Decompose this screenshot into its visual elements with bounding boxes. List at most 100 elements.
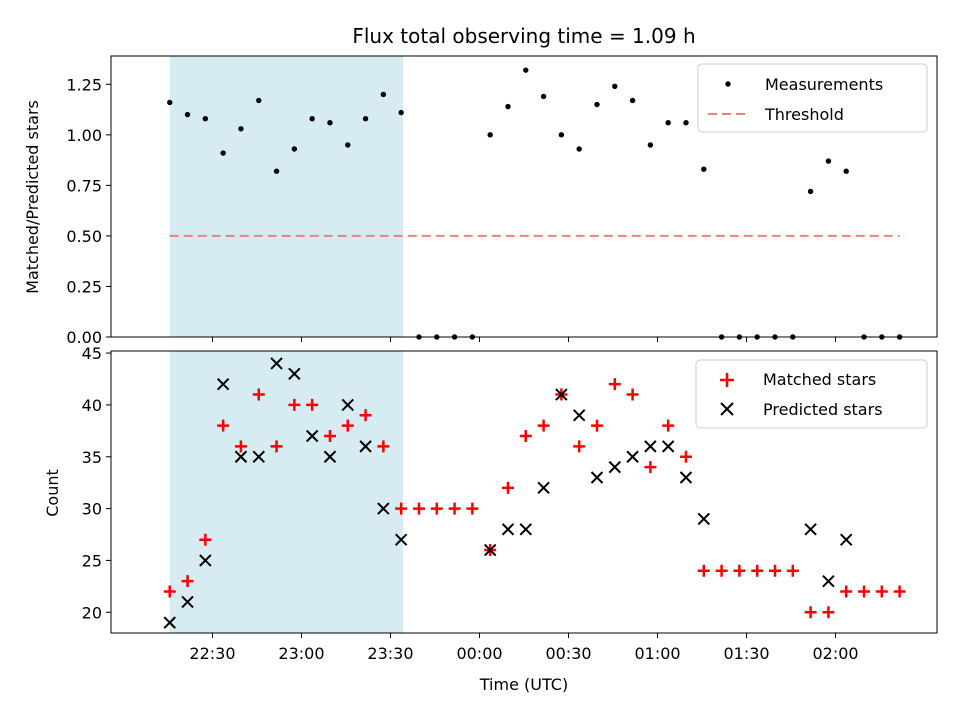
matched-star-point — [181, 575, 194, 588]
matched-star-point — [608, 378, 621, 391]
matched-star-point — [644, 461, 657, 474]
matched-star-point — [858, 585, 871, 598]
measurement-point — [576, 146, 582, 152]
matched-star-point — [501, 481, 514, 494]
legend-measurement-marker — [725, 81, 731, 87]
bottom-axis-ticks: 20 25 30 35 40 45 22:30 23:00 23:30 00:00 00:30 01:… — [82, 344, 859, 663]
measurement-point — [594, 101, 600, 108]
matched-star-point — [537, 419, 550, 432]
matched-star-point — [573, 440, 586, 453]
legend-measurements-label: Measurements — [765, 75, 883, 94]
matched-star-point — [306, 398, 319, 411]
matched-star-point — [822, 606, 835, 619]
bottom-ytick-label: 40 — [82, 396, 102, 415]
bottom-xtick-label: 02:00 — [812, 644, 858, 663]
measurement-point — [629, 97, 636, 104]
matched-star-point — [751, 564, 764, 577]
measurement-point — [220, 150, 226, 156]
matched-star-point — [697, 564, 710, 577]
matched-star-point — [679, 450, 692, 463]
predicted-star-point — [661, 440, 675, 453]
predicted-star-point — [822, 574, 835, 588]
predicted-star-point — [181, 595, 194, 609]
bottom-axes-frame — [110, 350, 938, 634]
chart-title: Flux total observing time = 1.09 h — [352, 24, 695, 48]
predicted-star-point — [163, 616, 176, 629]
predicted-star-point — [537, 481, 550, 495]
matched-star-point — [234, 440, 247, 453]
predicted-star-point — [341, 398, 354, 412]
matched-star-point — [288, 398, 301, 411]
bottom-legend: Matched stars Predicted stars — [695, 359, 928, 429]
measurement-point — [647, 142, 654, 148]
predicted-star-point — [626, 450, 639, 463]
bottom-xtick-label: 00:30 — [545, 644, 591, 663]
top-panel: 0.00 0.25 0.50 0.75 1.00 1.25 Matched/Predict… — [23, 55, 938, 347]
bottom-xtick-label: 23:00 — [278, 644, 324, 663]
matched-star-point — [217, 419, 230, 432]
measurement-point — [612, 83, 618, 90]
bottom-ytick-label: 35 — [82, 448, 102, 467]
matched-star-point — [715, 564, 728, 577]
measurement-points — [167, 67, 903, 340]
predicted-star-point — [572, 409, 586, 422]
predicted-star-point — [359, 440, 372, 453]
matched-star-point — [323, 430, 336, 443]
bottom-ylabel: Count — [43, 469, 62, 517]
matched-star-point — [359, 409, 372, 422]
measurement-point — [309, 115, 315, 122]
matched-star-point — [733, 564, 746, 577]
top-ylabel: Matched/Predicted stars — [23, 100, 42, 294]
bottom-xtick-label: 01:30 — [723, 644, 769, 663]
predicted-star-point — [555, 388, 568, 401]
predicted-star-point — [323, 450, 337, 463]
matched-star-point — [430, 502, 443, 515]
bottom-xtick-label: 23:30 — [367, 644, 413, 663]
legend-predicted-label: Predicted stars — [763, 400, 883, 419]
predicted-star-point — [377, 502, 390, 515]
x-axis-label: Time (UTC) — [479, 675, 568, 694]
predicted-star-point — [270, 357, 283, 370]
measurement-point — [273, 168, 280, 174]
bottom-ytick-label: 25 — [82, 551, 102, 570]
top-legend-box — [697, 63, 928, 133]
measurement-point — [167, 99, 173, 106]
predicted-points — [163, 357, 853, 629]
predicted-star-point — [394, 533, 408, 546]
measurement-point — [327, 120, 333, 126]
top-legend: Measurements Threshold — [697, 63, 928, 133]
matched-star-point — [448, 502, 461, 515]
matched-star-point — [519, 430, 532, 443]
predicted-star-point — [501, 523, 515, 536]
matched-star-point — [163, 585, 176, 598]
measurement-point — [362, 115, 369, 122]
matched-star-point — [341, 419, 354, 432]
legend-predicted-marker — [720, 402, 734, 416]
legend-matched-label: Matched stars — [763, 370, 876, 389]
predicted-star-point — [199, 554, 212, 567]
matched-star-point — [199, 533, 212, 546]
bottom-xtick-label: 22:30 — [189, 644, 235, 663]
measurement-point — [184, 111, 191, 118]
matched-star-point — [662, 419, 675, 432]
matched-star-point — [412, 502, 425, 515]
bottom-xtick-label: 01:00 — [634, 644, 680, 663]
matched-star-point — [626, 388, 639, 401]
measurement-point — [505, 103, 511, 110]
measurement-point — [398, 109, 404, 116]
matched-star-point — [840, 585, 853, 598]
measurement-point — [523, 67, 529, 73]
top-ytick-label: 0.50 — [66, 227, 102, 246]
measurement-point — [825, 158, 832, 164]
predicted-star-point — [608, 460, 621, 474]
top-highlight-span — [169, 56, 403, 337]
top-ytick-label: 1.00 — [66, 126, 102, 145]
measurement-point — [558, 132, 565, 138]
top-ytick-label: 0.25 — [66, 277, 102, 296]
predicted-star-point — [804, 523, 817, 536]
predicted-star-point — [252, 450, 265, 463]
predicted-star-point — [644, 440, 657, 453]
measurement-point — [202, 115, 209, 122]
predicted-star-point — [288, 367, 301, 381]
